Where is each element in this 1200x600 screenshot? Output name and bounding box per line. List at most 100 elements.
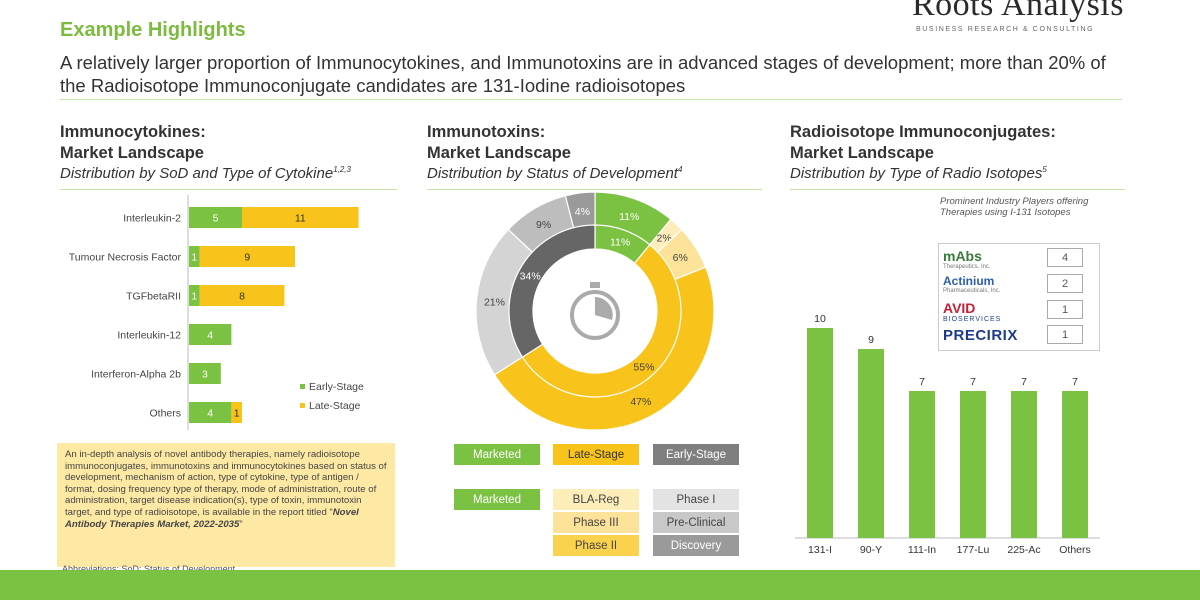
- players-table: mAbs Therapeutics, Inc. 4 Actinium Pharmac…: [938, 243, 1100, 351]
- cytokine-legend: Early-Stage Late-Stage: [300, 381, 364, 412]
- isotope-bar: [909, 391, 935, 538]
- left-section-divider: [60, 189, 397, 190]
- brand-tagline: BUSINESS RESEARCH & CONSULTING: [916, 26, 1095, 33]
- donut-value-label: 11%: [619, 211, 639, 223]
- bar-early-stage: [189, 324, 232, 345]
- right-section-divider: [790, 189, 1125, 190]
- bar-value-label: 9: [244, 252, 250, 264]
- player-value-avid: 1: [1047, 300, 1083, 319]
- right-desc-text: Distribution by Type of Radio Isotopes: [790, 165, 1043, 182]
- bar-late-stage: [199, 246, 295, 267]
- avid-logo-sub: BIOSERVICES: [943, 316, 1002, 323]
- bar-late-stage: [199, 285, 285, 306]
- player-value-precirix: 1: [1047, 325, 1083, 344]
- right-section-desc: Distribution by Type of Radio Isotopes5: [790, 165, 1047, 182]
- right-desc-sup: 5: [1042, 165, 1047, 174]
- left-desc-sup: 1,2,3: [333, 165, 351, 174]
- isotope-value-label: 7: [1072, 376, 1078, 388]
- legend-marketed: Marketed: [454, 444, 540, 465]
- slice-late-stage: [521, 243, 682, 398]
- isotope-category-label: Others: [1059, 544, 1091, 556]
- legend-phase-iii: Phase III: [553, 512, 639, 533]
- legend-late-label: Late-Stage: [309, 400, 361, 412]
- bar-value-label: 5: [213, 213, 219, 225]
- donut-value-label: 11%: [610, 236, 630, 248]
- middle-section-desc: Distribution by Status of Development4: [427, 165, 682, 182]
- donut-value-label: 21%: [484, 296, 505, 308]
- isotope-bar: [1011, 391, 1037, 538]
- radioisotope-bar-chart: 10 131-I 9 90-Y 7 111-In 7 177-Lu 7 225-Ac 7 Others: [795, 313, 1100, 556]
- legend-late-stage: Late-Stage: [553, 444, 639, 465]
- player-logo-actinium: Actinium Pharmaceuticals, Inc.: [943, 274, 1000, 294]
- left-section-desc: Distribution by SoD and Type of Cytokine…: [60, 165, 351, 182]
- legend-late-swatch: [300, 403, 305, 408]
- player-logo-mabs: mAbs Therapeutics, Inc.: [943, 248, 991, 270]
- donut-value-label: 47%: [630, 396, 651, 408]
- bar-value-label: 11: [295, 213, 306, 225]
- note-report-title: Novel Antibody Therapies Market, 2022-20…: [65, 506, 359, 530]
- isotope-value-label: 7: [970, 376, 976, 388]
- middle-desc-text: Distribution by Status of Development: [427, 165, 678, 182]
- right-section-title: Radioisotope Immunoconjugates: Market La…: [790, 122, 1056, 164]
- category-label: Interleukin-2: [123, 213, 181, 225]
- player-logo-avid: AVID BIOSERVICES: [943, 300, 1001, 323]
- report-note: An in-depth analysis of novel antibody t…: [57, 443, 395, 567]
- middle-title-line2: Market Landscape: [427, 144, 571, 162]
- left-desc-text: Distribution by SoD and Type of Cytokine: [60, 165, 334, 182]
- isotope-category-label: 177-Lu: [957, 544, 990, 556]
- isotope-value-label: 9: [868, 334, 874, 346]
- avid-logo-text: AVID: [943, 300, 976, 316]
- isotope-bar: [858, 349, 884, 538]
- donut-value-label: 34%: [520, 270, 541, 282]
- page-subtitle: A relatively larger proportion of Immuno…: [60, 52, 1106, 96]
- actinium-logo-sub: Pharmaceuticals, Inc.: [943, 288, 1001, 294]
- isotope-bar: [960, 391, 986, 538]
- immunotoxin-donut-chart: 11% 2%6% 47% 21% 9% 4% 11% 55% 34%: [475, 192, 715, 430]
- isotope-bar: [807, 328, 833, 538]
- middle-desc-sup: 4: [677, 165, 683, 174]
- donut-value-label: 6%: [673, 252, 688, 264]
- category-label: Interleukin-12: [117, 330, 181, 342]
- bar-value-label: 8: [239, 291, 245, 303]
- isotope-value-label: 7: [1021, 376, 1027, 388]
- bar-early-stage: [189, 285, 200, 306]
- isotope-category-label: 90-Y: [860, 544, 882, 556]
- bar-late-stage: [242, 207, 359, 228]
- bar-early-stage: [189, 363, 221, 384]
- player-value-actinium: 2: [1047, 274, 1083, 293]
- stopwatch-icon: [570, 282, 620, 340]
- brand-logo: Roots Analysis: [912, 0, 1124, 23]
- legend-bla-reg: BLA-Reg: [553, 489, 639, 510]
- bar-value-label: 1: [191, 252, 197, 264]
- legend-phase-i: Phase I: [653, 489, 739, 510]
- isotope-category-label: 225-Ac: [1007, 544, 1040, 556]
- donut-value-label: 55%: [633, 362, 654, 374]
- right-title-line1: Radioisotope Immunoconjugates:: [790, 123, 1056, 141]
- middle-title-line1: Immunotoxins:: [427, 123, 546, 141]
- bar-early-stage: [189, 207, 242, 228]
- legend-early-label: Early-Stage: [309, 381, 364, 393]
- bar-value-label: 4: [207, 408, 213, 420]
- middle-section-title: Immunotoxins: Market Landscape: [427, 122, 571, 164]
- donut-value-label: 2%: [657, 232, 672, 244]
- donut-value-label: 4%: [575, 206, 590, 218]
- legend-discovery: Discovery: [653, 535, 739, 556]
- bar-early-stage: [189, 402, 232, 423]
- bar-value-label: 4: [207, 330, 213, 342]
- isotope-category-label: 131-I: [808, 544, 832, 556]
- isotope-bar: [1062, 391, 1088, 538]
- right-title-line2: Market Landscape: [790, 144, 934, 162]
- mabs-logo-text: mAbs: [943, 248, 982, 264]
- header-divider: [60, 99, 1122, 100]
- bar-early-stage: [189, 246, 200, 267]
- bar-late-stage: [231, 402, 242, 423]
- abbreviations: Abbreviations: SoD: Status of Developmen…: [62, 564, 236, 574]
- footer-bar: [0, 570, 1200, 600]
- category-label: TGFbetaRII: [126, 291, 181, 303]
- player-value-mabs: 4: [1047, 248, 1083, 267]
- note-text: An in-depth analysis of novel antibody t…: [65, 449, 387, 518]
- slice-early-stage: [508, 224, 596, 358]
- left-title-line1: Immunocytokines:: [60, 123, 206, 141]
- donut-value-label: 9%: [536, 219, 551, 231]
- isotope-value-label: 7: [919, 376, 925, 388]
